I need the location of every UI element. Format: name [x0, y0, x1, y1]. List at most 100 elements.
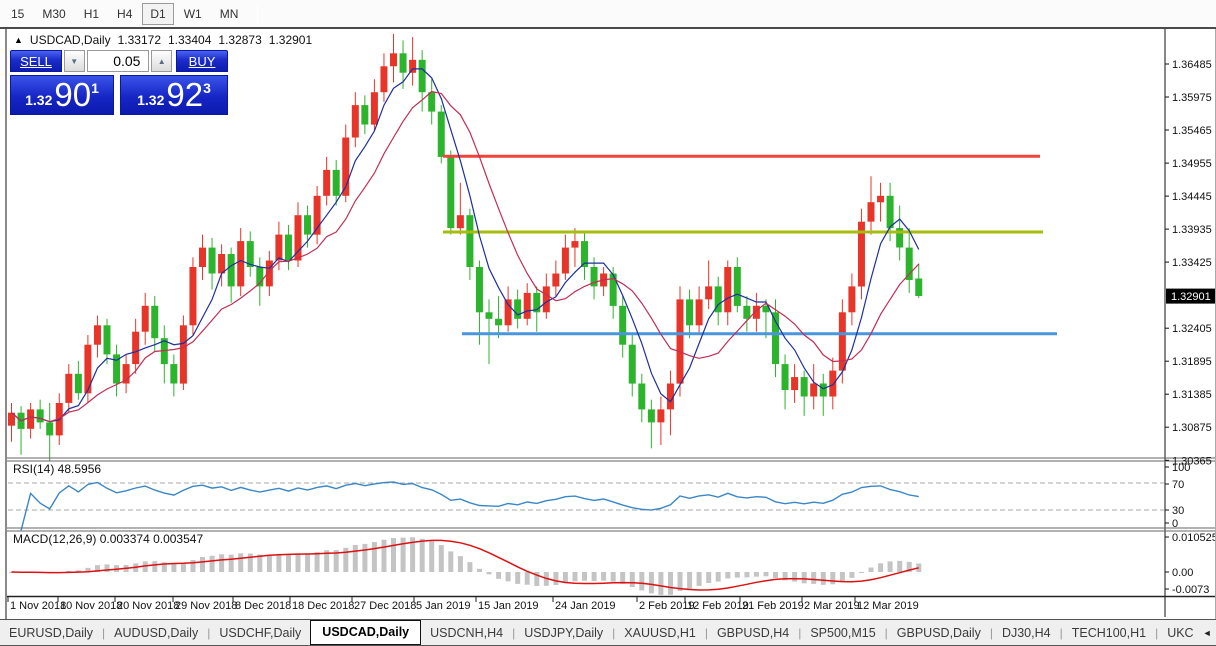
chart-tab-ukc[interactable]: UKC: [1167, 625, 1194, 640]
tab-separator: |: [704, 625, 708, 640]
ohlc-high: 1.33404: [168, 33, 212, 47]
svg-text:1.33935: 1.33935: [1172, 224, 1212, 236]
ohlc-low: 1.32873: [218, 33, 262, 47]
svg-text:1.34955: 1.34955: [1172, 158, 1212, 170]
rsi-pane: [8, 481, 1164, 531]
svg-text:100: 100: [1172, 462, 1190, 474]
macd-pane: [9, 537, 922, 595]
tab-separator: |: [1155, 625, 1159, 640]
timeframe-button-w1[interactable]: W1: [183, 6, 202, 21]
chart-tab-audusd-daily[interactable]: AUDUSD,Daily: [114, 625, 199, 640]
volume-increase-button[interactable]: ▲: [151, 50, 173, 72]
date-tick-label: 12 Feb 2019: [687, 600, 749, 612]
chart-tab-dj30-h4[interactable]: DJ30,H4: [1001, 625, 1051, 640]
svg-text:1.35465: 1.35465: [1172, 125, 1212, 137]
timeframe-button-h4[interactable]: H4: [117, 6, 133, 21]
svg-text:1.31385: 1.31385: [1172, 389, 1212, 401]
timeframe-toolbar: 15 M30 H1 H4 D1 W1 MN: [0, 0, 1216, 29]
tab-separator: |: [989, 625, 993, 640]
spinner-up-icon: ▲: [157, 56, 166, 66]
buy-price-small: 1.32: [137, 92, 165, 108]
buy-button[interactable]: BUY: [176, 50, 229, 72]
macd-signal-line: [11, 539, 919, 591]
chart-tab-usdcnh-h4[interactable]: USDCNH,H4: [430, 625, 504, 640]
sell-button[interactable]: SELL: [10, 50, 62, 72]
svg-text:1.31895: 1.31895: [1172, 356, 1212, 368]
rsi-line: [20, 481, 919, 531]
buy-price-big: 92: [166, 76, 204, 113]
date-tick-label: 15 Jan 2019: [478, 600, 539, 612]
date-tick-label: 1 Nov 2018: [10, 600, 67, 612]
svg-text:1.33425: 1.33425: [1172, 257, 1212, 269]
tab-separator: |: [102, 625, 106, 640]
chart-tab-usdchf-daily[interactable]: USDCHF,Daily: [219, 625, 302, 640]
date-tick-label: 2 Mar 2019: [804, 600, 860, 612]
date-tick-label: 18 Dec 2018: [292, 600, 355, 612]
buy-price-sup: 3: [203, 80, 211, 96]
tab-separator: |: [1059, 625, 1063, 640]
timeframe-button-15[interactable]: 15: [11, 6, 25, 21]
timeframe-button-d1[interactable]: D1: [142, 2, 174, 25]
svg-text:70: 70: [1172, 479, 1184, 491]
date-tick-label: 12 Mar 2019: [857, 600, 919, 612]
chart-tab-eurusd-daily[interactable]: EURUSD,Daily: [9, 625, 94, 640]
tabs-scroll-left-icon[interactable]: ◄: [1202, 627, 1212, 638]
macd-label: MACD(12,26,9) 0.003374 0.003547: [13, 532, 204, 546]
date-tick-label: 5 Jan 2019: [416, 600, 471, 612]
spinner-down-icon: ▼: [70, 56, 79, 66]
date-tick-label: 2 Feb 2019: [639, 600, 695, 612]
ma-fast-line: [11, 68, 920, 423]
svg-text:30: 30: [1172, 505, 1184, 517]
symbol-tab-bar: EURUSD,Daily | AUDUSD,Daily | USDCHF,Daily US…: [0, 619, 1216, 645]
date-tick-label: 21 Feb 2019: [742, 600, 804, 612]
collapse-panel-icon[interactable]: ▲: [14, 35, 23, 45]
tab-separator: |: [512, 625, 516, 640]
timeframe-button-m30[interactable]: M30: [42, 6, 66, 21]
svg-text:0: 0: [1172, 518, 1178, 530]
chart-tab-xauusd-h1[interactable]: XAUUSD,H1: [624, 625, 696, 640]
chart-tab-gbpusd-daily[interactable]: GBPUSD,Daily: [896, 625, 981, 640]
sell-price-display[interactable]: 1.32 90 1: [10, 75, 114, 115]
svg-text:1.35975: 1.35975: [1172, 92, 1212, 104]
date-tick-label: 8 Dec 2018: [235, 600, 292, 612]
volume-input[interactable]: 0.05: [86, 50, 150, 72]
date-tick-label: 24 Jan 2019: [555, 600, 616, 612]
sell-price-big: 90: [54, 76, 92, 113]
chart-tab-gbpusd-h4[interactable]: GBPUSD,H4: [716, 625, 790, 640]
svg-text:0.010525: 0.010525: [1172, 532, 1216, 544]
svg-text:1.32405: 1.32405: [1172, 323, 1212, 335]
chart-tab-tech100-h1[interactable]: TECH100,H1: [1071, 625, 1147, 640]
tab-separator: |: [798, 625, 802, 640]
chart-tab-usdcad-daily[interactable]: USDCAD,Daily: [310, 620, 422, 645]
tab-separator: |: [612, 625, 616, 640]
timeframe-button-mn[interactable]: MN: [219, 6, 239, 21]
chart-tab-usdjpy-daily[interactable]: USDJPY,Daily: [524, 625, 604, 640]
tab-separator: |: [207, 625, 211, 640]
ma-slow-line: [11, 90, 920, 423]
svg-text:-0.0073: -0.0073: [1172, 584, 1209, 596]
toolbar-separator: [257, 2, 259, 25]
timeframe-button-h1[interactable]: H1: [83, 6, 100, 21]
ohlc-close: 1.32901: [268, 33, 313, 47]
buy-price-display[interactable]: 1.32 92 3: [120, 75, 228, 115]
ohlc-open: 1.33172: [117, 33, 161, 47]
svg-text:1.32901: 1.32901: [1171, 291, 1211, 303]
date-tick-label: 29 Nov 2018: [175, 600, 238, 612]
chart-tab-sp500-m15[interactable]: SP500,M15: [810, 625, 876, 640]
svg-text:1.34445: 1.34445: [1172, 191, 1212, 203]
rsi-label: RSI(14) 48.5956: [13, 462, 102, 476]
date-tick-label: 27 Dec 2018: [354, 600, 417, 612]
one-click-trade-panel: SELL ▼ 0.05 ▲ BUY 1.32 90 1 1.32 9: [10, 50, 229, 115]
volume-decrease-button[interactable]: ▼: [63, 50, 85, 72]
svg-text:1.30875: 1.30875: [1172, 422, 1212, 434]
date-tick-label: 20 Nov 2018: [117, 600, 180, 612]
svg-text:1.30365: 1.30365: [1172, 455, 1212, 467]
date-axis: 1 Nov 2018 10 Nov 2018 20 Nov 2018 29 Nov 2…: [0, 600, 1216, 616]
tab-separator: |: [884, 625, 888, 640]
sell-price-sup: 1: [91, 80, 99, 96]
sell-price-small: 1.32: [25, 92, 53, 108]
horizontal-level-lines: [443, 154, 1057, 336]
window-left-border: [5, 29, 7, 645]
